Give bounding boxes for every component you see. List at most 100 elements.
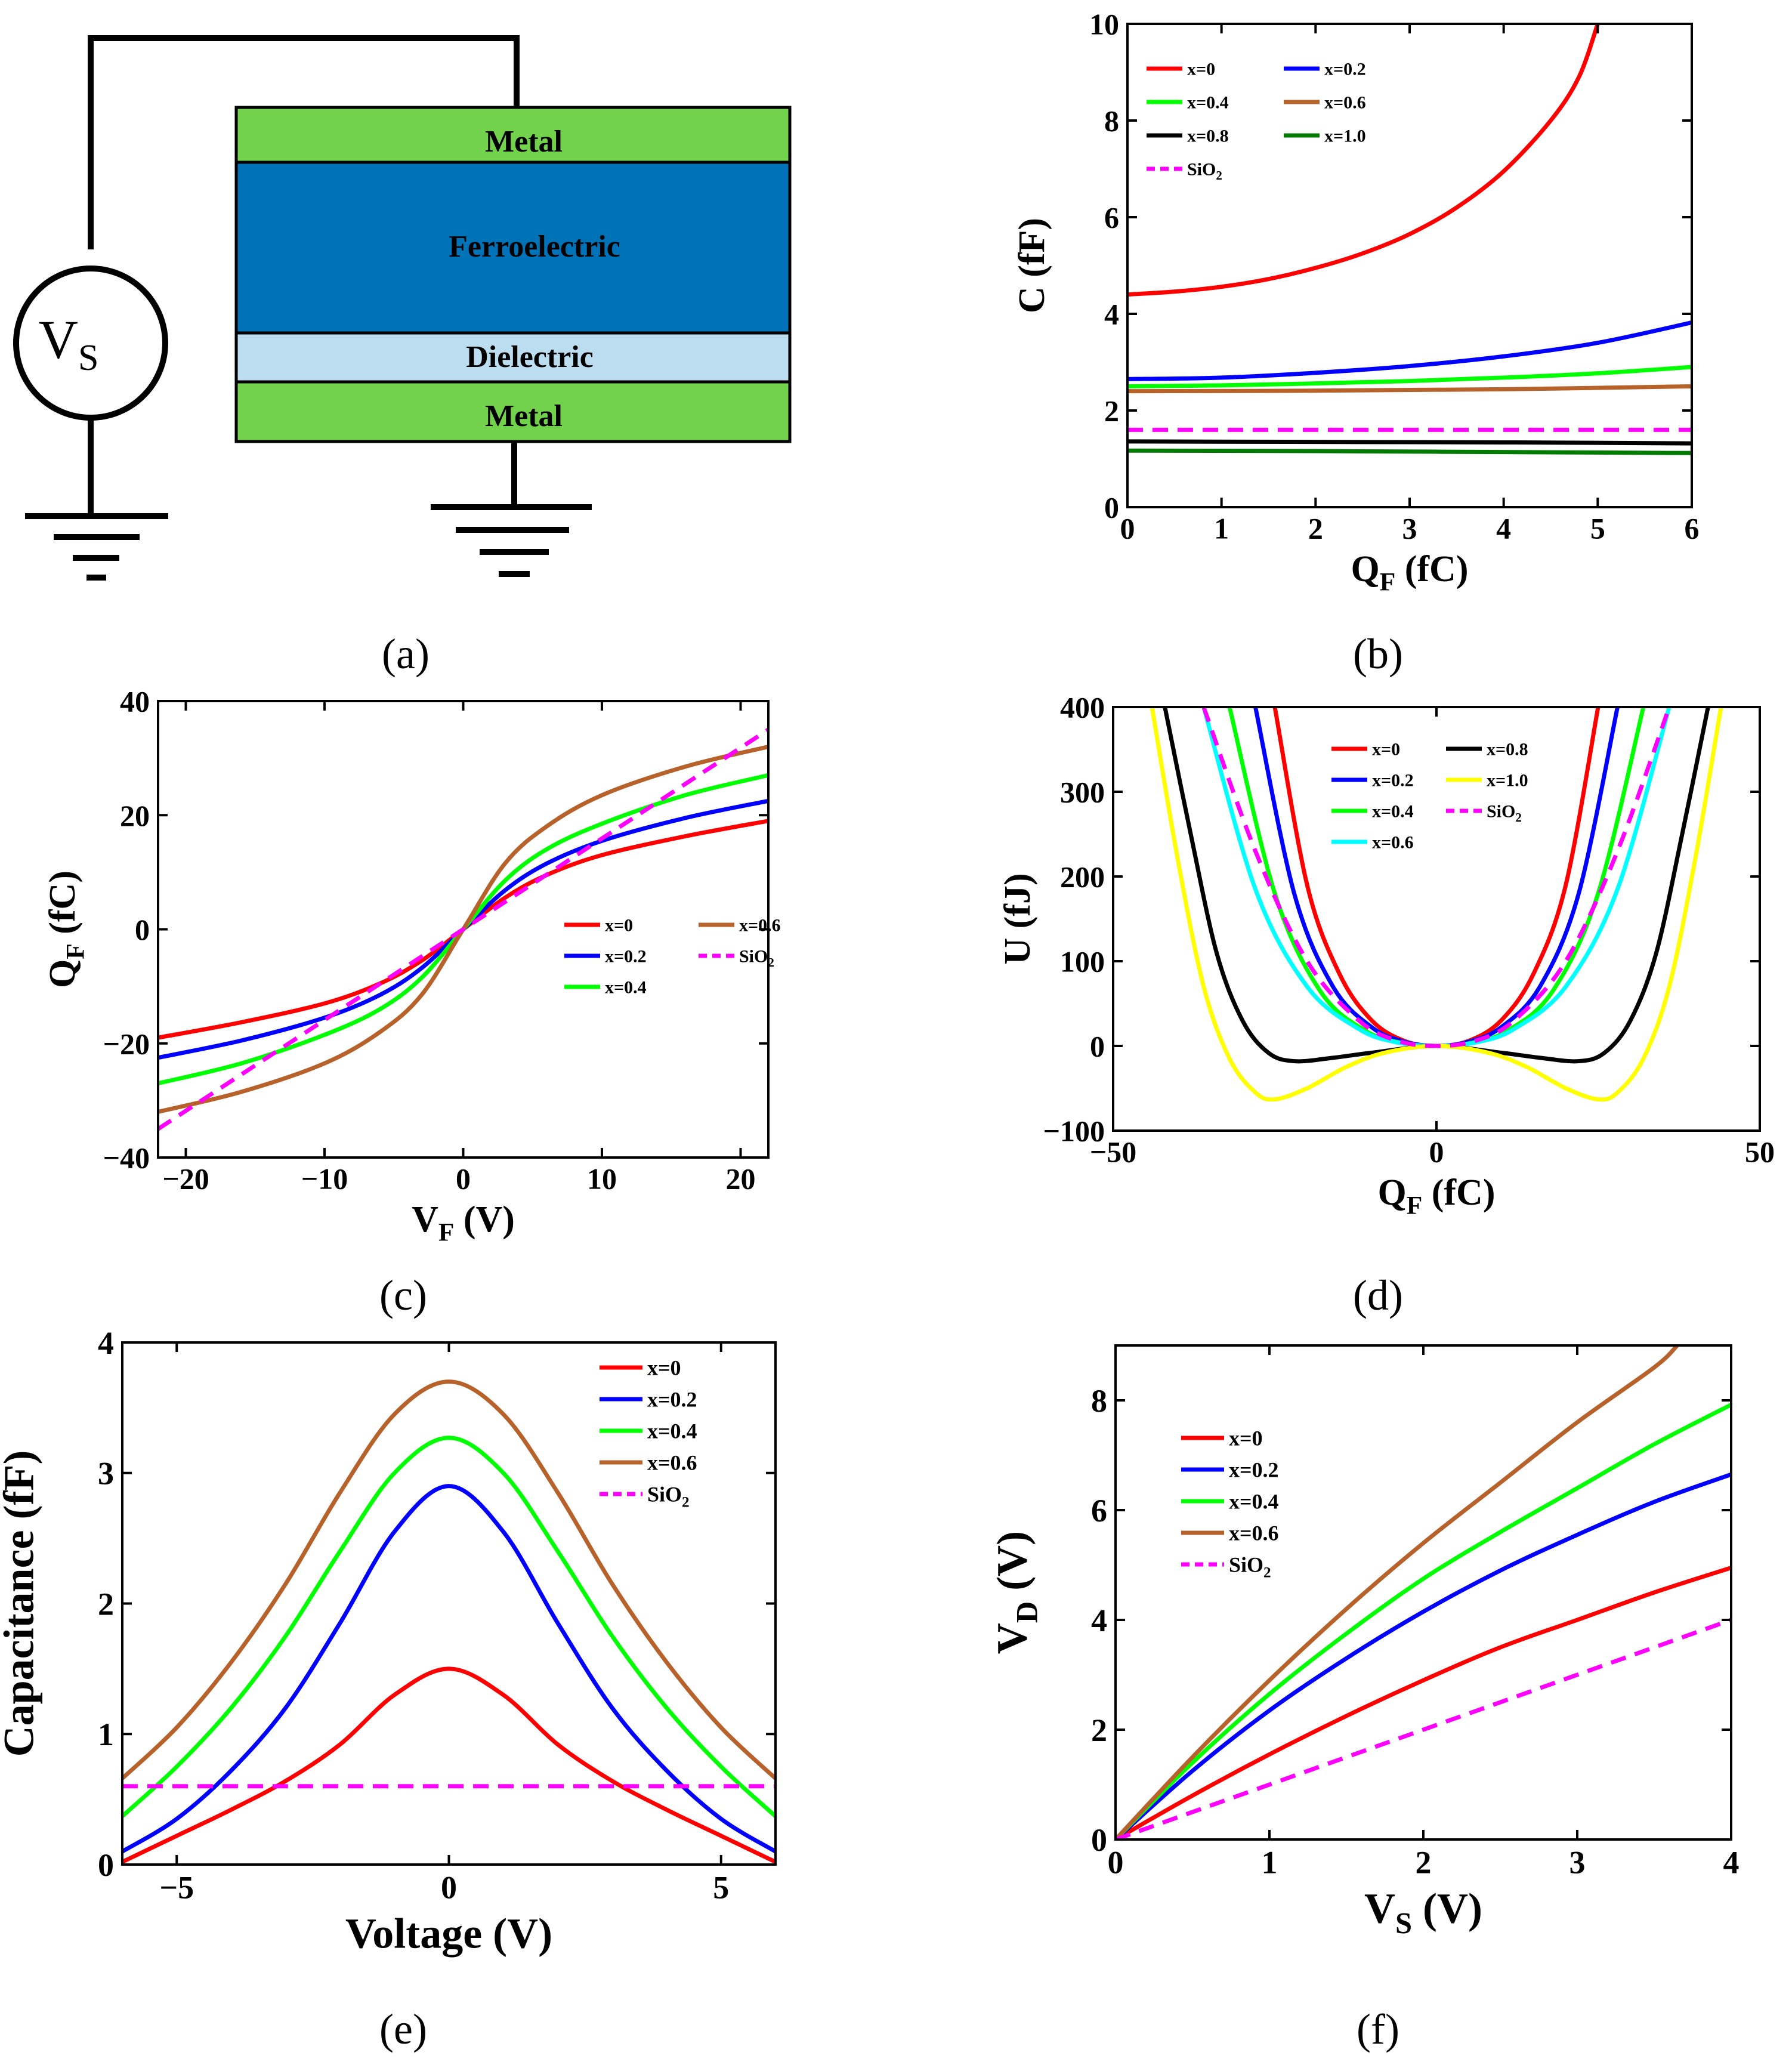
y-tick-label: 0 [1091,1822,1107,1858]
y-tick-label: 4 [98,1325,114,1361]
metal-top-label: Metal [485,125,563,159]
ground-symbol-left [25,513,168,581]
x-tick-label: 3 [1402,512,1417,545]
x-tick-label: 0 [441,1870,457,1906]
y-axis-label: C (fF) [1012,218,1052,313]
y-tick-label: −20 [103,1027,150,1060]
legend-label: x=0.6 [1229,1521,1279,1545]
series-line-e-3 [122,1379,775,1780]
y-tick-label: 2 [1091,1712,1107,1748]
x-tick-label: 0 [456,1162,471,1196]
legend: x=0 x=0.2 x=0.4 x=0.6 SiO2 [564,916,781,998]
ground-symbol-right [431,504,592,577]
y-axis-label: VD (V) [988,1531,1043,1654]
x-tick-label: 4 [1496,512,1511,545]
legend-label: x=0 [1229,1427,1263,1450]
y-tick-label: 8 [1104,104,1119,138]
legend: x=0 x=0.2 x=0.4 x=0.6 x=0.8 x=1.0 SiO2 [1331,740,1528,853]
y-axis-label: QF (fC) [42,871,90,988]
x-tick-label: 0 [1120,512,1135,545]
series-line-d-6 [1201,707,1671,1048]
y-axis-label: Capacitance (fF) [0,1450,42,1757]
legend-label: SiO2 [1487,802,1522,825]
y-tick-label: 0 [1090,1030,1105,1063]
y-tick-label: 40 [120,685,150,718]
y-tick-label: 200 [1060,860,1105,894]
legend-label: x=0 [1187,60,1215,79]
series-line-b-4 [1127,439,1692,446]
y-tick-label: 0 [98,1847,114,1883]
y-tick-label: 300 [1060,776,1105,809]
legend-label: x=0.2 [605,947,647,967]
y-tick-label: 4 [1091,1603,1107,1638]
legend-label: x=0.2 [1372,771,1414,791]
x-axis-label: VF (V) [412,1199,515,1247]
chart-b: 0 1 2 3 4 5 6 0 2 4 6 8 10 QF (fC) C (fF) x=0 x=0.4 x=0.8… [1012,8,1700,678]
y-tick-label: 100 [1060,945,1105,979]
legend-label: x=0.8 [1187,126,1229,146]
circuit-diagram: VS Metal Ferroelectric Dielectric Metal … [13,35,792,678]
legend-label: x=0.4 [1372,802,1414,822]
legend-label: x=1.0 [1487,771,1528,791]
y-tick-label: 2 [1104,394,1119,428]
y-tick-label: 3 [98,1456,114,1492]
y-tick-label: 1 [98,1717,114,1752]
legend-label: x=0.6 [739,916,781,936]
legend-label: x=0 [1372,740,1400,760]
series-line-c-4 [158,727,768,1131]
x-tick-label: 2 [1308,512,1323,545]
x-tick-label: 10 [587,1162,617,1196]
legend: x=0 x=0.2 x=0.4 x=0.6 SiO2 [1181,1427,1279,1581]
y-tick-label: 6 [1104,201,1119,234]
series-line-e-1 [122,1484,775,1854]
y-tick-label: 4 [1104,298,1119,331]
y-axis-label: U (fJ) [997,873,1038,964]
caption-c: (c) [379,1271,427,1319]
legend-label: x=0.6 [1324,93,1366,113]
series-line-b-3 [1127,384,1692,394]
series-line-b-1 [1127,320,1692,381]
y-tick-label: 8 [1091,1383,1107,1419]
y-tick-label: 6 [1091,1493,1107,1529]
legend: x=0 x=0.4 x=0.8 SiO2 x=0.2 x=0.6 x=1.0 [1147,60,1366,183]
x-tick-label: 1 [1262,1845,1278,1881]
ferroelectric-layer [234,160,792,335]
legend-label: x=0.6 [647,1451,697,1475]
y-tick-label: 0 [135,913,150,946]
series-line-b-2 [1127,365,1692,388]
x-tick-label: −5 [159,1870,194,1906]
chart-f: 0 1 2 3 4 0 2 4 6 8 VS (V) VD (V) x=0 x=0.2 x=0.4 x=0.6… [988,1344,1740,2053]
caption-e: (e) [379,2005,427,2053]
series-line-e-0 [122,1666,775,1864]
caption-a: (a) [382,630,430,678]
series-line-f-4 [1116,1618,1731,1839]
series-line-f-3 [1116,1345,1679,1839]
metal-bottom-layer [234,380,792,443]
x-tick-label: 50 [1745,1135,1775,1169]
legend-label: SiO2 [739,947,774,970]
series-line-f-2 [1116,1403,1731,1839]
y-tick-label: 10 [1089,8,1119,41]
series-line-b-0 [1127,24,1600,297]
legend-label: x=0 [605,916,633,936]
legend: x=0 x=0.2 x=0.4 x=0.6 SiO2 [600,1356,697,1511]
legend-label: SiO2 [1229,1553,1271,1581]
legend-label: x=0.4 [605,978,647,998]
series-line-d-1 [1253,707,1620,1048]
legend-label: x=0.2 [1324,60,1366,79]
series-line-e-2 [122,1436,775,1818]
x-axis-label: Voltage (V) [345,1910,552,1958]
series-line-f-0 [1116,1566,1731,1839]
legend-label: x=0.4 [647,1419,697,1443]
legend-label: x=0.8 [1487,740,1528,760]
x-tick-label: 0 [1429,1135,1444,1169]
plot-frame [1114,1344,1732,1841]
legend-label: x=0.6 [1372,833,1414,853]
y-tick-label: 0 [1104,491,1119,524]
x-tick-label: 20 [726,1162,756,1196]
metal-top-layer [234,106,792,164]
